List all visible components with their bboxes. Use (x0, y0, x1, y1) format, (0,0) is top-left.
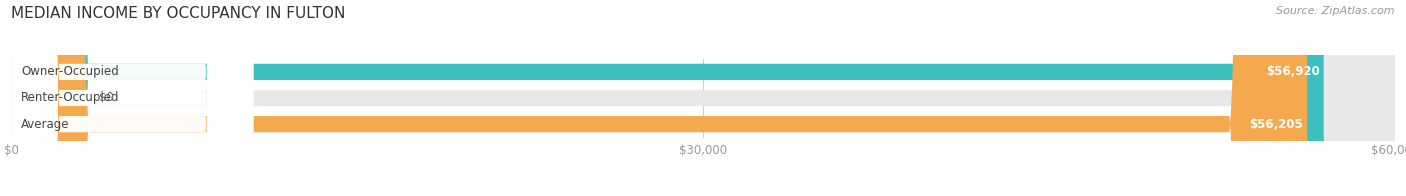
FancyBboxPatch shape (11, 0, 253, 196)
Text: MEDIAN INCOME BY OCCUPANCY IN FULTON: MEDIAN INCOME BY OCCUPANCY IN FULTON (11, 6, 346, 21)
FancyBboxPatch shape (11, 0, 1395, 196)
FancyBboxPatch shape (11, 0, 1395, 196)
FancyBboxPatch shape (11, 0, 1395, 196)
Text: $56,920: $56,920 (1265, 65, 1320, 78)
Text: Average: Average (21, 118, 69, 131)
FancyBboxPatch shape (11, 0, 84, 196)
Text: $0: $0 (98, 92, 114, 104)
FancyBboxPatch shape (11, 0, 1308, 196)
Text: Owner-Occupied: Owner-Occupied (21, 65, 118, 78)
Text: Renter-Occupied: Renter-Occupied (21, 92, 120, 104)
FancyBboxPatch shape (11, 0, 253, 196)
FancyBboxPatch shape (11, 0, 253, 196)
FancyBboxPatch shape (11, 0, 1323, 196)
Text: Source: ZipAtlas.com: Source: ZipAtlas.com (1277, 6, 1395, 16)
Text: $56,205: $56,205 (1250, 118, 1303, 131)
